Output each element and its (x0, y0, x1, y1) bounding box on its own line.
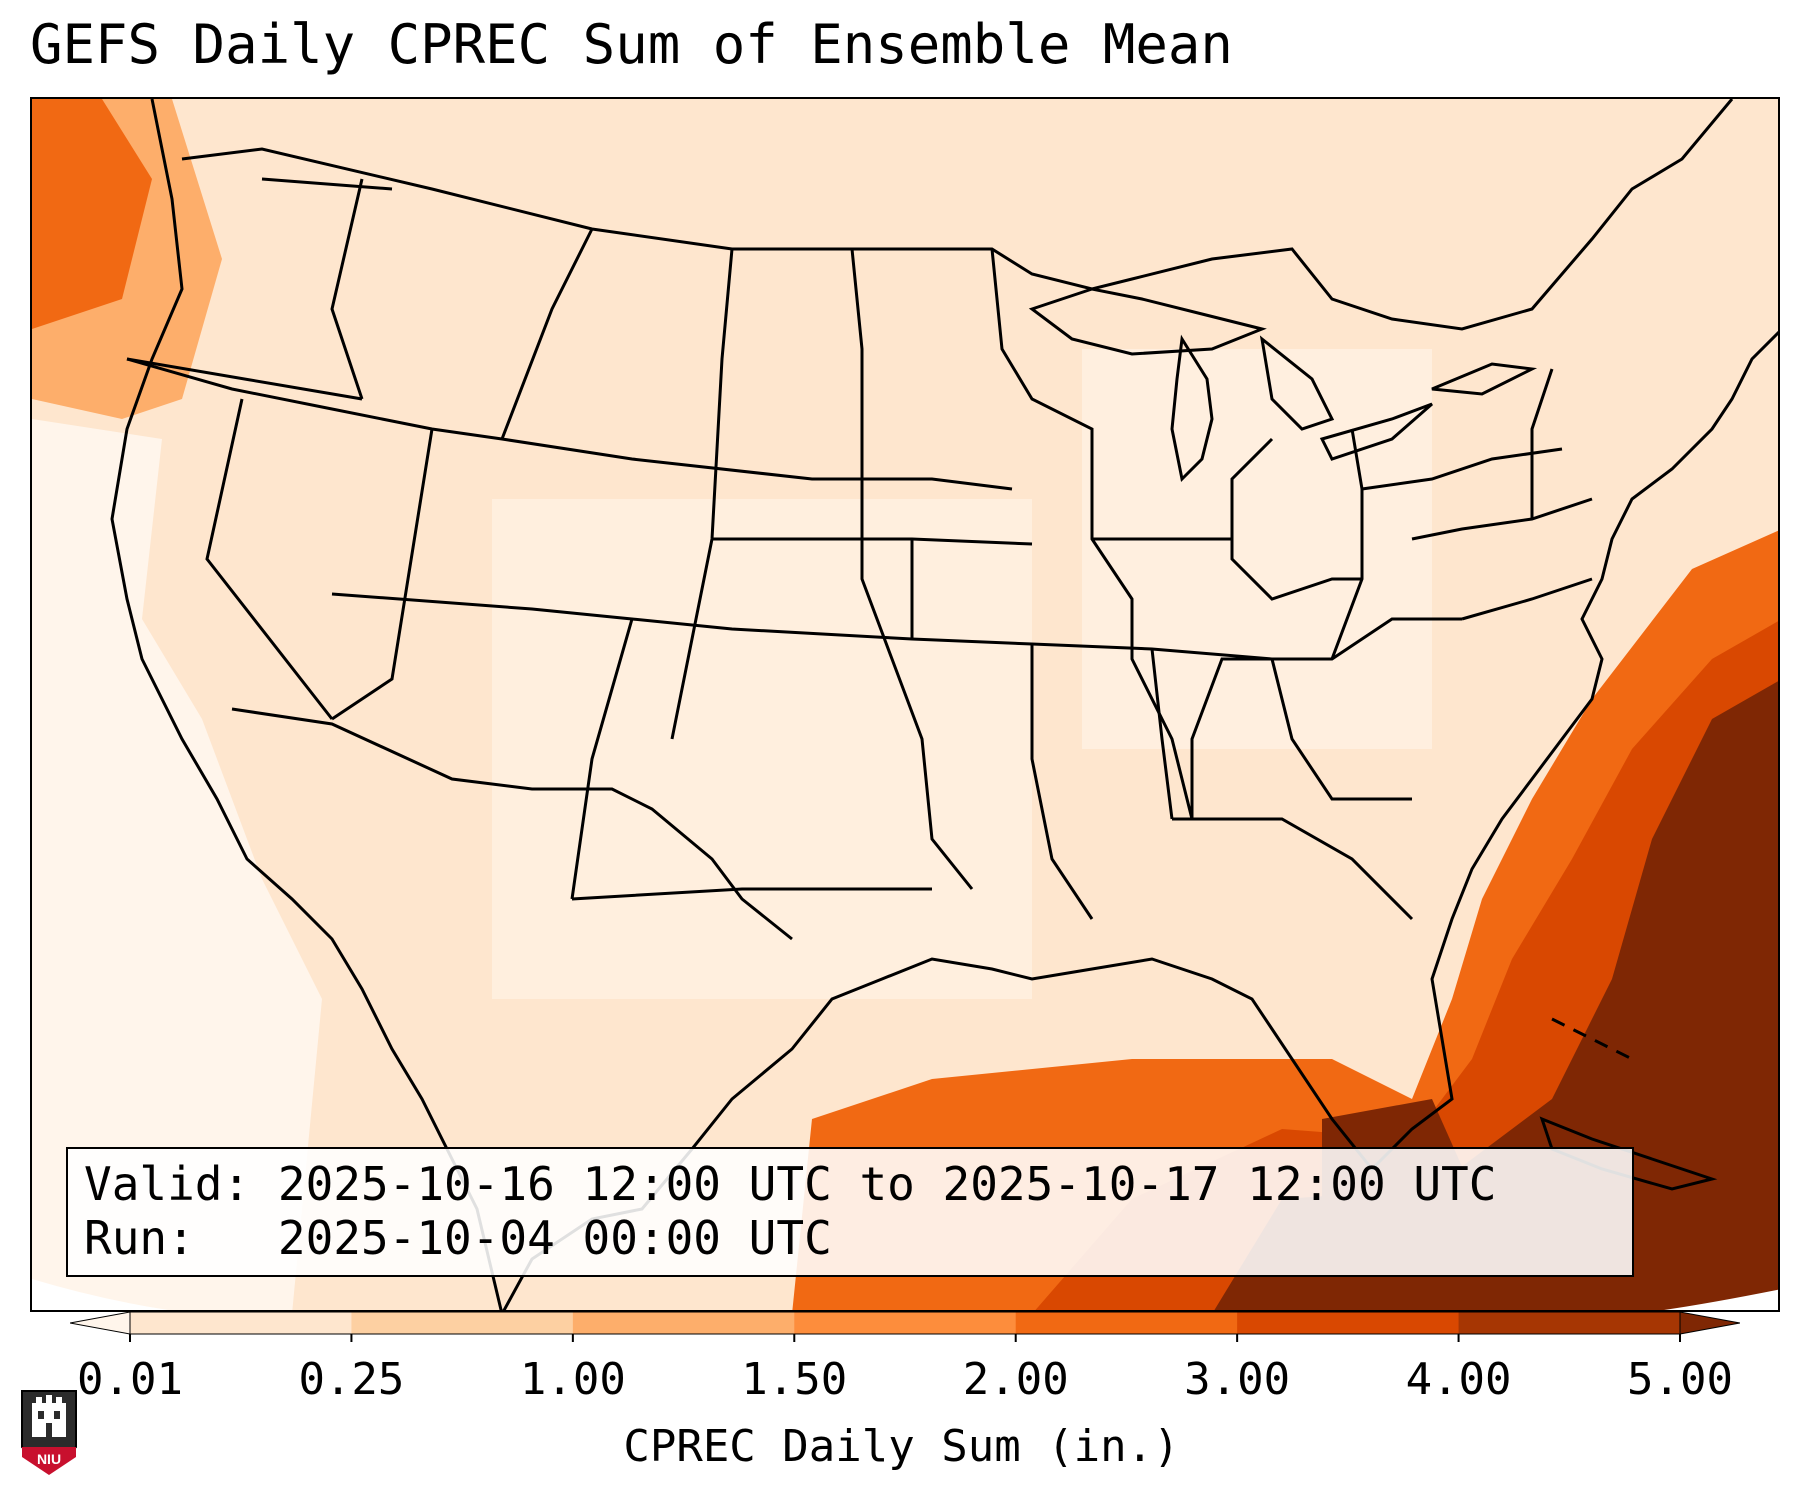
colorbar-segment (572, 1312, 795, 1334)
pacific-nw-heavy-precip (32, 99, 152, 329)
valid-run-info-box: Valid: 2025-10-16 12:00 UTC to 2025-10-1… (66, 1147, 1634, 1277)
logo-text: NIU (37, 1451, 61, 1467)
pacific-light-precip (32, 419, 322, 1310)
lake-erie (1319, 402, 1433, 461)
precipitation-map (30, 97, 1780, 1312)
lake-huron (1259, 335, 1335, 431)
colorbar-ticks (129, 1334, 1681, 1342)
colorbar-tick-label: 5.00 (1627, 1354, 1733, 1405)
canada-border (181, 99, 1734, 331)
colorbar (70, 1312, 1740, 1342)
colorbar-outline (129, 1312, 1681, 1335)
south-east-coastline (502, 330, 1778, 1310)
colorbar-tick-label: 0.01 (77, 1354, 183, 1405)
valid-row: Valid: 2025-10-16 12:00 UTC to 2025-10-1… (84, 1157, 1616, 1211)
colorbar-segment (794, 1312, 1017, 1334)
state-borders (126, 177, 1593, 921)
lake-michigan (1170, 334, 1214, 483)
colorbar-segments (70, 1312, 1740, 1335)
colorbar-segment (1015, 1312, 1238, 1334)
valid-label: Valid: (84, 1157, 251, 1211)
colorbar-tick-labels: 0.01 0.25 1.00 1.50 2.00 3.00 4.00 5.00 (0, 1358, 1803, 1418)
run-label: Run: (84, 1211, 195, 1265)
colorbar-segment (351, 1312, 574, 1334)
colorbar-label: CPREC Daily Sum (in.) (623, 1421, 1180, 1472)
colorbar-segment (1237, 1312, 1460, 1334)
colorbar-segment (130, 1312, 352, 1334)
mexico-border (231, 707, 793, 941)
map-title: GEFS Daily CPREC Sum of Ensemble Mean (30, 13, 1233, 76)
west-coastline (110, 99, 503, 1310)
niu-castle-logo-icon: NIU (21, 1390, 77, 1475)
colorbar-tick-label: 2.00 (962, 1354, 1069, 1405)
lake-superior (1028, 287, 1267, 356)
interior-light-precip (492, 499, 1032, 999)
colorbar-extend-low (70, 1312, 131, 1335)
projection-edge-right (1664, 1289, 1778, 1310)
colorbar-tick-label: 4.00 (1405, 1354, 1512, 1405)
valid-value: 2025-10-16 12:00 UTC to 2025-10-17 12:00… (277, 1157, 1497, 1211)
colorbar-extend-high (1679, 1312, 1740, 1335)
run-row: Run: 2025-10-04 00:00 UTC (84, 1211, 1616, 1265)
colorbar-tick-label: 1.00 (519, 1354, 626, 1405)
map-svg (32, 99, 1778, 1310)
lake-ontario (1431, 362, 1538, 396)
run-value: 2025-10-04 00:00 UTC (277, 1211, 832, 1265)
bahamas-outline (1551, 1017, 1633, 1061)
colorbar-tick-label: 0.25 (298, 1354, 405, 1405)
northeast-light-precip (1082, 349, 1432, 749)
projection-edge-left (32, 1279, 169, 1310)
colorbar-segment (1458, 1312, 1681, 1334)
colorbar-tick-label: 1.50 (741, 1354, 848, 1405)
colorbar-tick-label: 3.00 (1184, 1354, 1291, 1405)
